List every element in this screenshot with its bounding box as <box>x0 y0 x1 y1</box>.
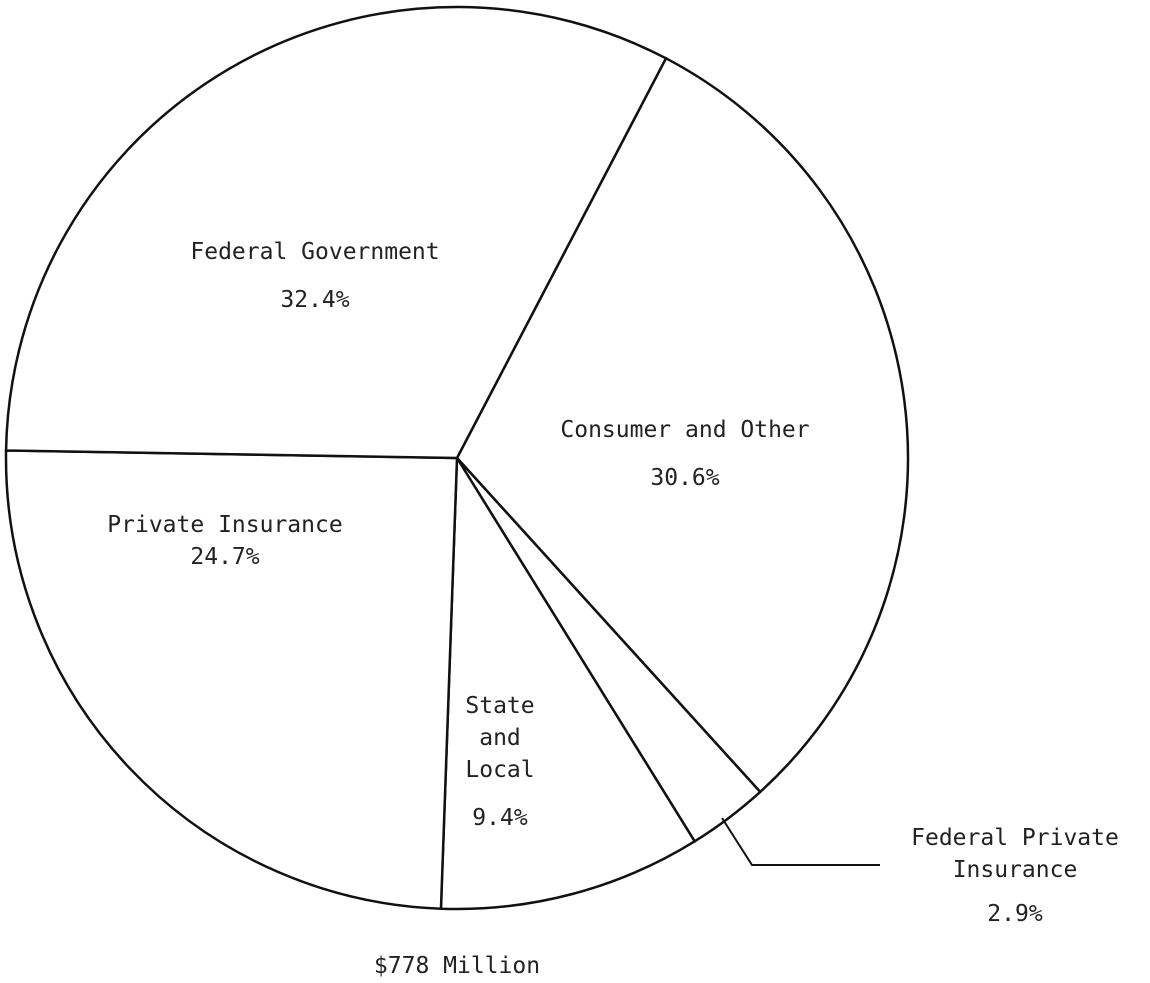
value-label: 2.9% <box>987 901 1043 927</box>
caption: $778 Million <box>373 953 541 979</box>
slice-label: Private Insurance <box>107 512 343 538</box>
slice-label: State and Local <box>465 693 535 783</box>
value-label: 24.7% <box>190 544 260 570</box>
value-label: 32.4% <box>280 287 350 313</box>
pie-slice <box>455 56 910 794</box>
slice-label: Consumer and Other <box>560 417 810 443</box>
slice-label: Federal Government <box>190 239 440 265</box>
pie-slice <box>4 449 459 911</box>
value-label: 9.4% <box>472 805 528 831</box>
slice-label: Federal Private Insurance <box>911 825 1119 883</box>
pie-slice <box>4 5 668 460</box>
leader-line <box>721 817 880 866</box>
pie-slice <box>439 453 697 911</box>
value-label: 30.6% <box>650 465 720 491</box>
